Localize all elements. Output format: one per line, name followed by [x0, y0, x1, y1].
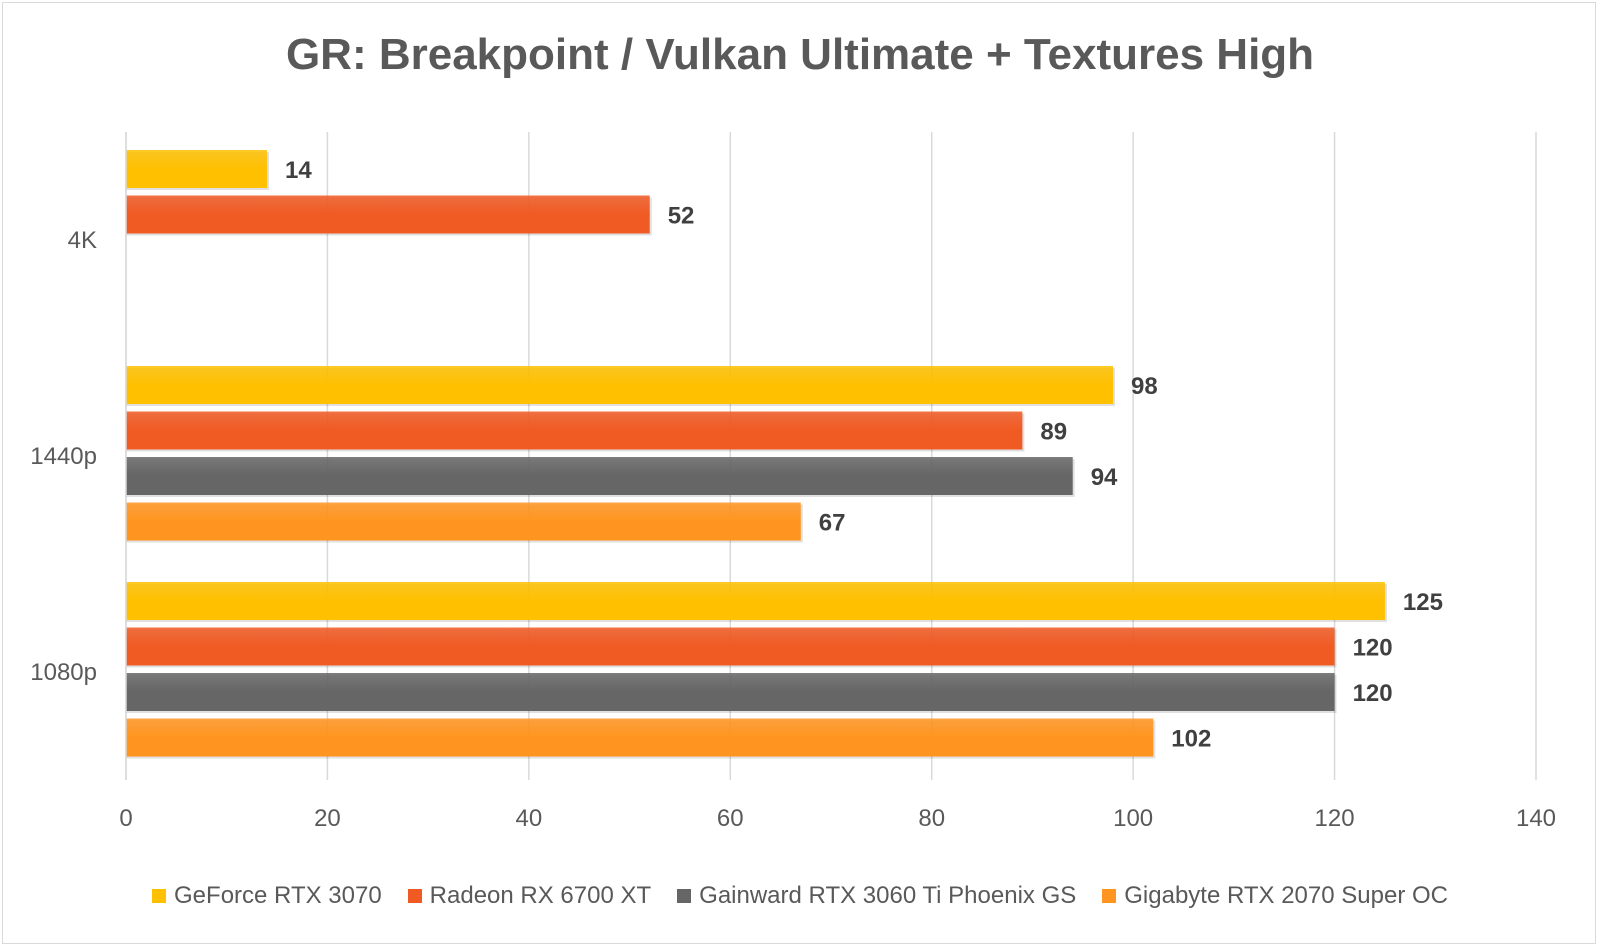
bar: [126, 366, 1113, 404]
data-label: 89: [1040, 419, 1067, 446]
category-label: 1440p: [30, 443, 97, 470]
data-label: 120: [1353, 680, 1393, 707]
legend-label: GeForce RTX 3070: [174, 882, 382, 909]
legend-item: Gainward RTX 3060 Ti Phoenix GS: [677, 882, 1076, 910]
bar: [126, 411, 1023, 450]
data-label: 98: [1131, 373, 1158, 400]
data-label: 67: [819, 510, 846, 537]
data-label: 125: [1403, 589, 1443, 616]
data-label: 94: [1091, 464, 1118, 491]
x-tick-label: 40: [516, 805, 543, 832]
data-label: 102: [1171, 726, 1211, 753]
legend-swatch: [407, 889, 422, 903]
legend-label: Radeon RX 6700 XT: [429, 882, 652, 909]
bar: [126, 673, 1335, 711]
x-tick-label: 140: [1516, 805, 1556, 832]
bar: [126, 502, 801, 541]
x-tick-label: 20: [314, 805, 341, 832]
bar: [126, 582, 1385, 620]
category-label: 4K: [68, 227, 97, 254]
x-tick-label: 120: [1315, 805, 1355, 832]
bar: [126, 627, 1335, 666]
legend-item: Radeon RX 6700 XT: [407, 882, 652, 910]
bar: [126, 195, 650, 234]
chart-legend: GeForce RTX 3070 Radeon RX 6700 XT Gainwar…: [0, 882, 1600, 910]
x-tick-label: 80: [918, 805, 945, 832]
data-label: 120: [1353, 635, 1393, 662]
legend-swatch: [1102, 889, 1117, 903]
x-tick-label: 100: [1113, 805, 1153, 832]
category-label: 1080p: [30, 659, 97, 686]
legend-swatch: [152, 889, 167, 903]
x-tick-label: 60: [717, 805, 744, 832]
legend-item: GeForce RTX 3070: [152, 882, 382, 910]
bar: [126, 150, 267, 188]
data-label: 52: [668, 203, 695, 230]
data-label: 14: [285, 157, 312, 184]
legend-swatch: [677, 889, 692, 903]
bar: [126, 457, 1073, 495]
legend-label: Gainward RTX 3060 Ti Phoenix GS: [699, 882, 1077, 909]
chart-title: GR: Breakpoint / Vulkan Ultimate + Textu…: [285, 30, 1315, 79]
x-tick-label: 0: [119, 805, 132, 832]
legend-item: Gigabyte RTX 2070 Super OC: [1102, 882, 1448, 910]
legend-label: Gigabyte RTX 2070 Super OC: [1124, 882, 1448, 909]
bar: [126, 718, 1154, 757]
